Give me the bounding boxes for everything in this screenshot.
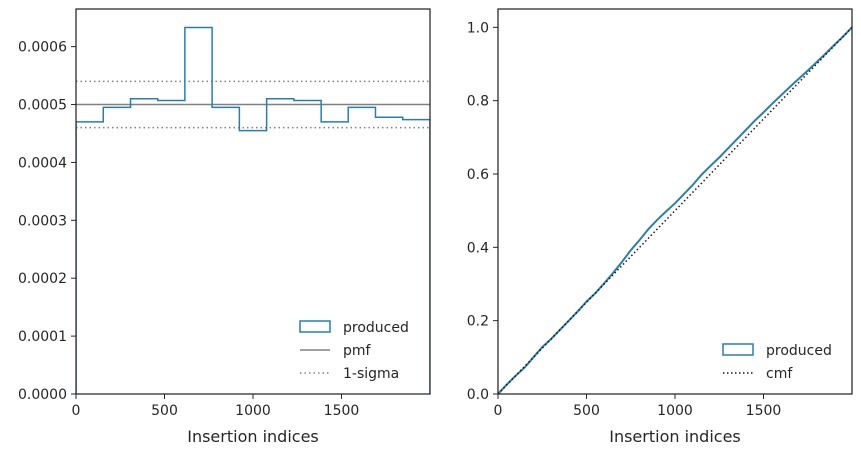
- y-tick-label: 0.2: [467, 314, 489, 330]
- x-tick-label: 1500: [746, 403, 782, 419]
- y-tick-label: 0.0004: [18, 155, 67, 171]
- x-tick-label: 500: [573, 403, 600, 419]
- x-axis-label: Insertion indices: [187, 427, 319, 446]
- x-tick-label: 1500: [324, 403, 360, 419]
- y-tick-label: 0.0001: [18, 329, 67, 345]
- legend-label: 1-sigma: [343, 366, 399, 382]
- y-tick-label: 0.4: [467, 240, 489, 256]
- legend-label: produced: [766, 343, 832, 359]
- y-tick-label: 0.8: [467, 94, 489, 110]
- x-tick-label: 0: [494, 403, 503, 419]
- left-histogram-panel: 0 500 1000 1500 0.0000 0.0001 0.0002 0.0003 0.00…: [18, 8, 431, 446]
- legend-swatch-produced: [299, 320, 331, 333]
- x-tick-label: 500: [151, 403, 178, 419]
- axes-frame: [75, 8, 431, 395]
- y-tick-label: 0.0002: [18, 271, 67, 287]
- y-tick-label: 0.0: [467, 387, 489, 403]
- right-cdf-panel: 0 500 1000 1500 0.0 0.2 0.4 0.6 0.8 1.0 Insertion …: [467, 8, 853, 446]
- legend-label: pmf: [343, 343, 372, 359]
- legend-label: produced: [343, 320, 409, 336]
- plot-area: [498, 26, 852, 394]
- legend: produced pmf 1-sigma: [299, 320, 409, 382]
- x-tick-label: 1000: [235, 403, 271, 419]
- legend-swatch-produced: [722, 343, 754, 356]
- y-tick-label: 0.0003: [18, 213, 67, 229]
- y-tick-label: 0.6: [467, 167, 489, 183]
- x-axis-label: Insertion indices: [609, 427, 741, 446]
- legend-label: cmf: [766, 366, 793, 382]
- y-tick-label: 0.0005: [18, 98, 67, 114]
- cmf-line: [498, 26, 852, 394]
- y-tick-label: 0.0000: [18, 387, 67, 403]
- x-tick-label: 1000: [657, 403, 693, 419]
- y-tick-label: 1.0: [467, 20, 489, 36]
- legend: produced cmf: [722, 343, 832, 382]
- plot-area: [76, 26, 430, 394]
- axes-frame: [497, 8, 853, 395]
- x-tick-label: 0: [72, 403, 81, 419]
- y-tick-label: 0.0006: [18, 40, 67, 56]
- produced-histogram: [76, 26, 430, 394]
